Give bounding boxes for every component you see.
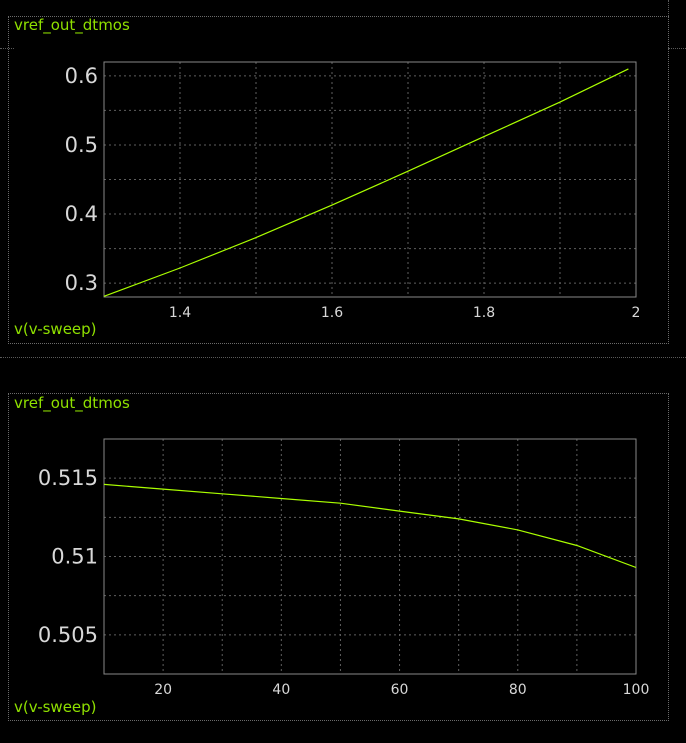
y-tick-label: 0.51 xyxy=(51,545,98,569)
x-tick-label: 100 xyxy=(623,682,650,698)
x-tick-label: 2 xyxy=(632,305,641,321)
series-line xyxy=(103,68,629,297)
outer-frame-line xyxy=(0,48,14,49)
series-line xyxy=(103,483,637,569)
x-tick-label: 80 xyxy=(509,682,527,698)
plot-1-xlabel: v(v-sweep) xyxy=(14,320,97,338)
y-tick-label: 0.5 xyxy=(65,133,98,157)
x-tick-label: 1.4 xyxy=(169,305,191,321)
y-tick-label: 0.3 xyxy=(65,271,98,295)
plot-2-xlabel: v(v-sweep) xyxy=(14,698,97,716)
axes-box xyxy=(103,61,637,298)
x-tick-label: 40 xyxy=(272,682,290,698)
plot-panel-2 xyxy=(8,393,669,721)
plot-2-title: vref_out_dtmos xyxy=(14,394,130,412)
plot-1-title: vref_out_dtmos xyxy=(14,16,130,34)
y-tick-label: 0.6 xyxy=(65,64,98,88)
x-tick-label: 1.8 xyxy=(473,305,495,321)
x-tick-label: 1.6 xyxy=(321,305,343,321)
y-tick-label: 0.505 xyxy=(38,623,98,647)
x-tick-label: 60 xyxy=(391,682,409,698)
outer-frame-line xyxy=(0,357,686,358)
axes-box xyxy=(103,438,637,675)
x-tick-label: 20 xyxy=(154,682,172,698)
outer-frame-line xyxy=(668,48,686,49)
plot-panel-1 xyxy=(8,16,669,344)
y-tick-label: 0.4 xyxy=(65,202,98,226)
y-tick-label: 0.515 xyxy=(38,466,98,490)
